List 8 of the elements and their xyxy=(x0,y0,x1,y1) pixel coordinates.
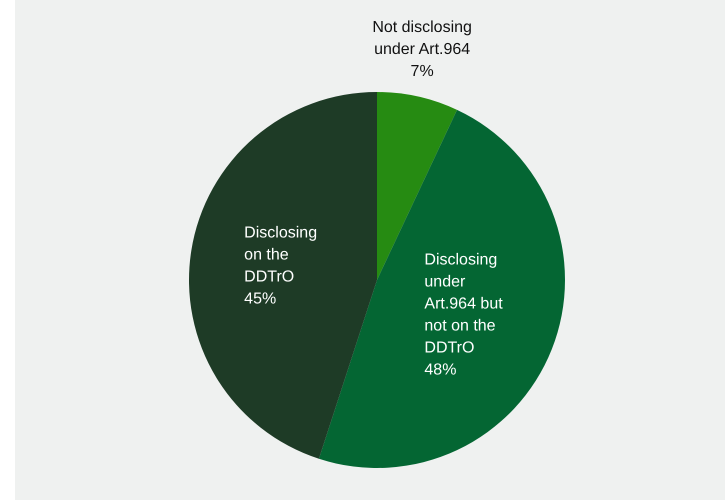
data-label: 7% xyxy=(410,63,434,80)
pie-slice xyxy=(318,110,565,468)
data-label: 45% xyxy=(244,290,276,308)
data-label: 48% xyxy=(424,362,456,379)
slice-label: Disclosing on the DDTrO xyxy=(244,224,318,286)
pie-slice xyxy=(189,92,377,459)
slice-label: Not disclosing under Art.964 xyxy=(372,19,472,58)
slice-label: Disclosing under Art.964 but not on the DDTrO xyxy=(424,252,504,357)
